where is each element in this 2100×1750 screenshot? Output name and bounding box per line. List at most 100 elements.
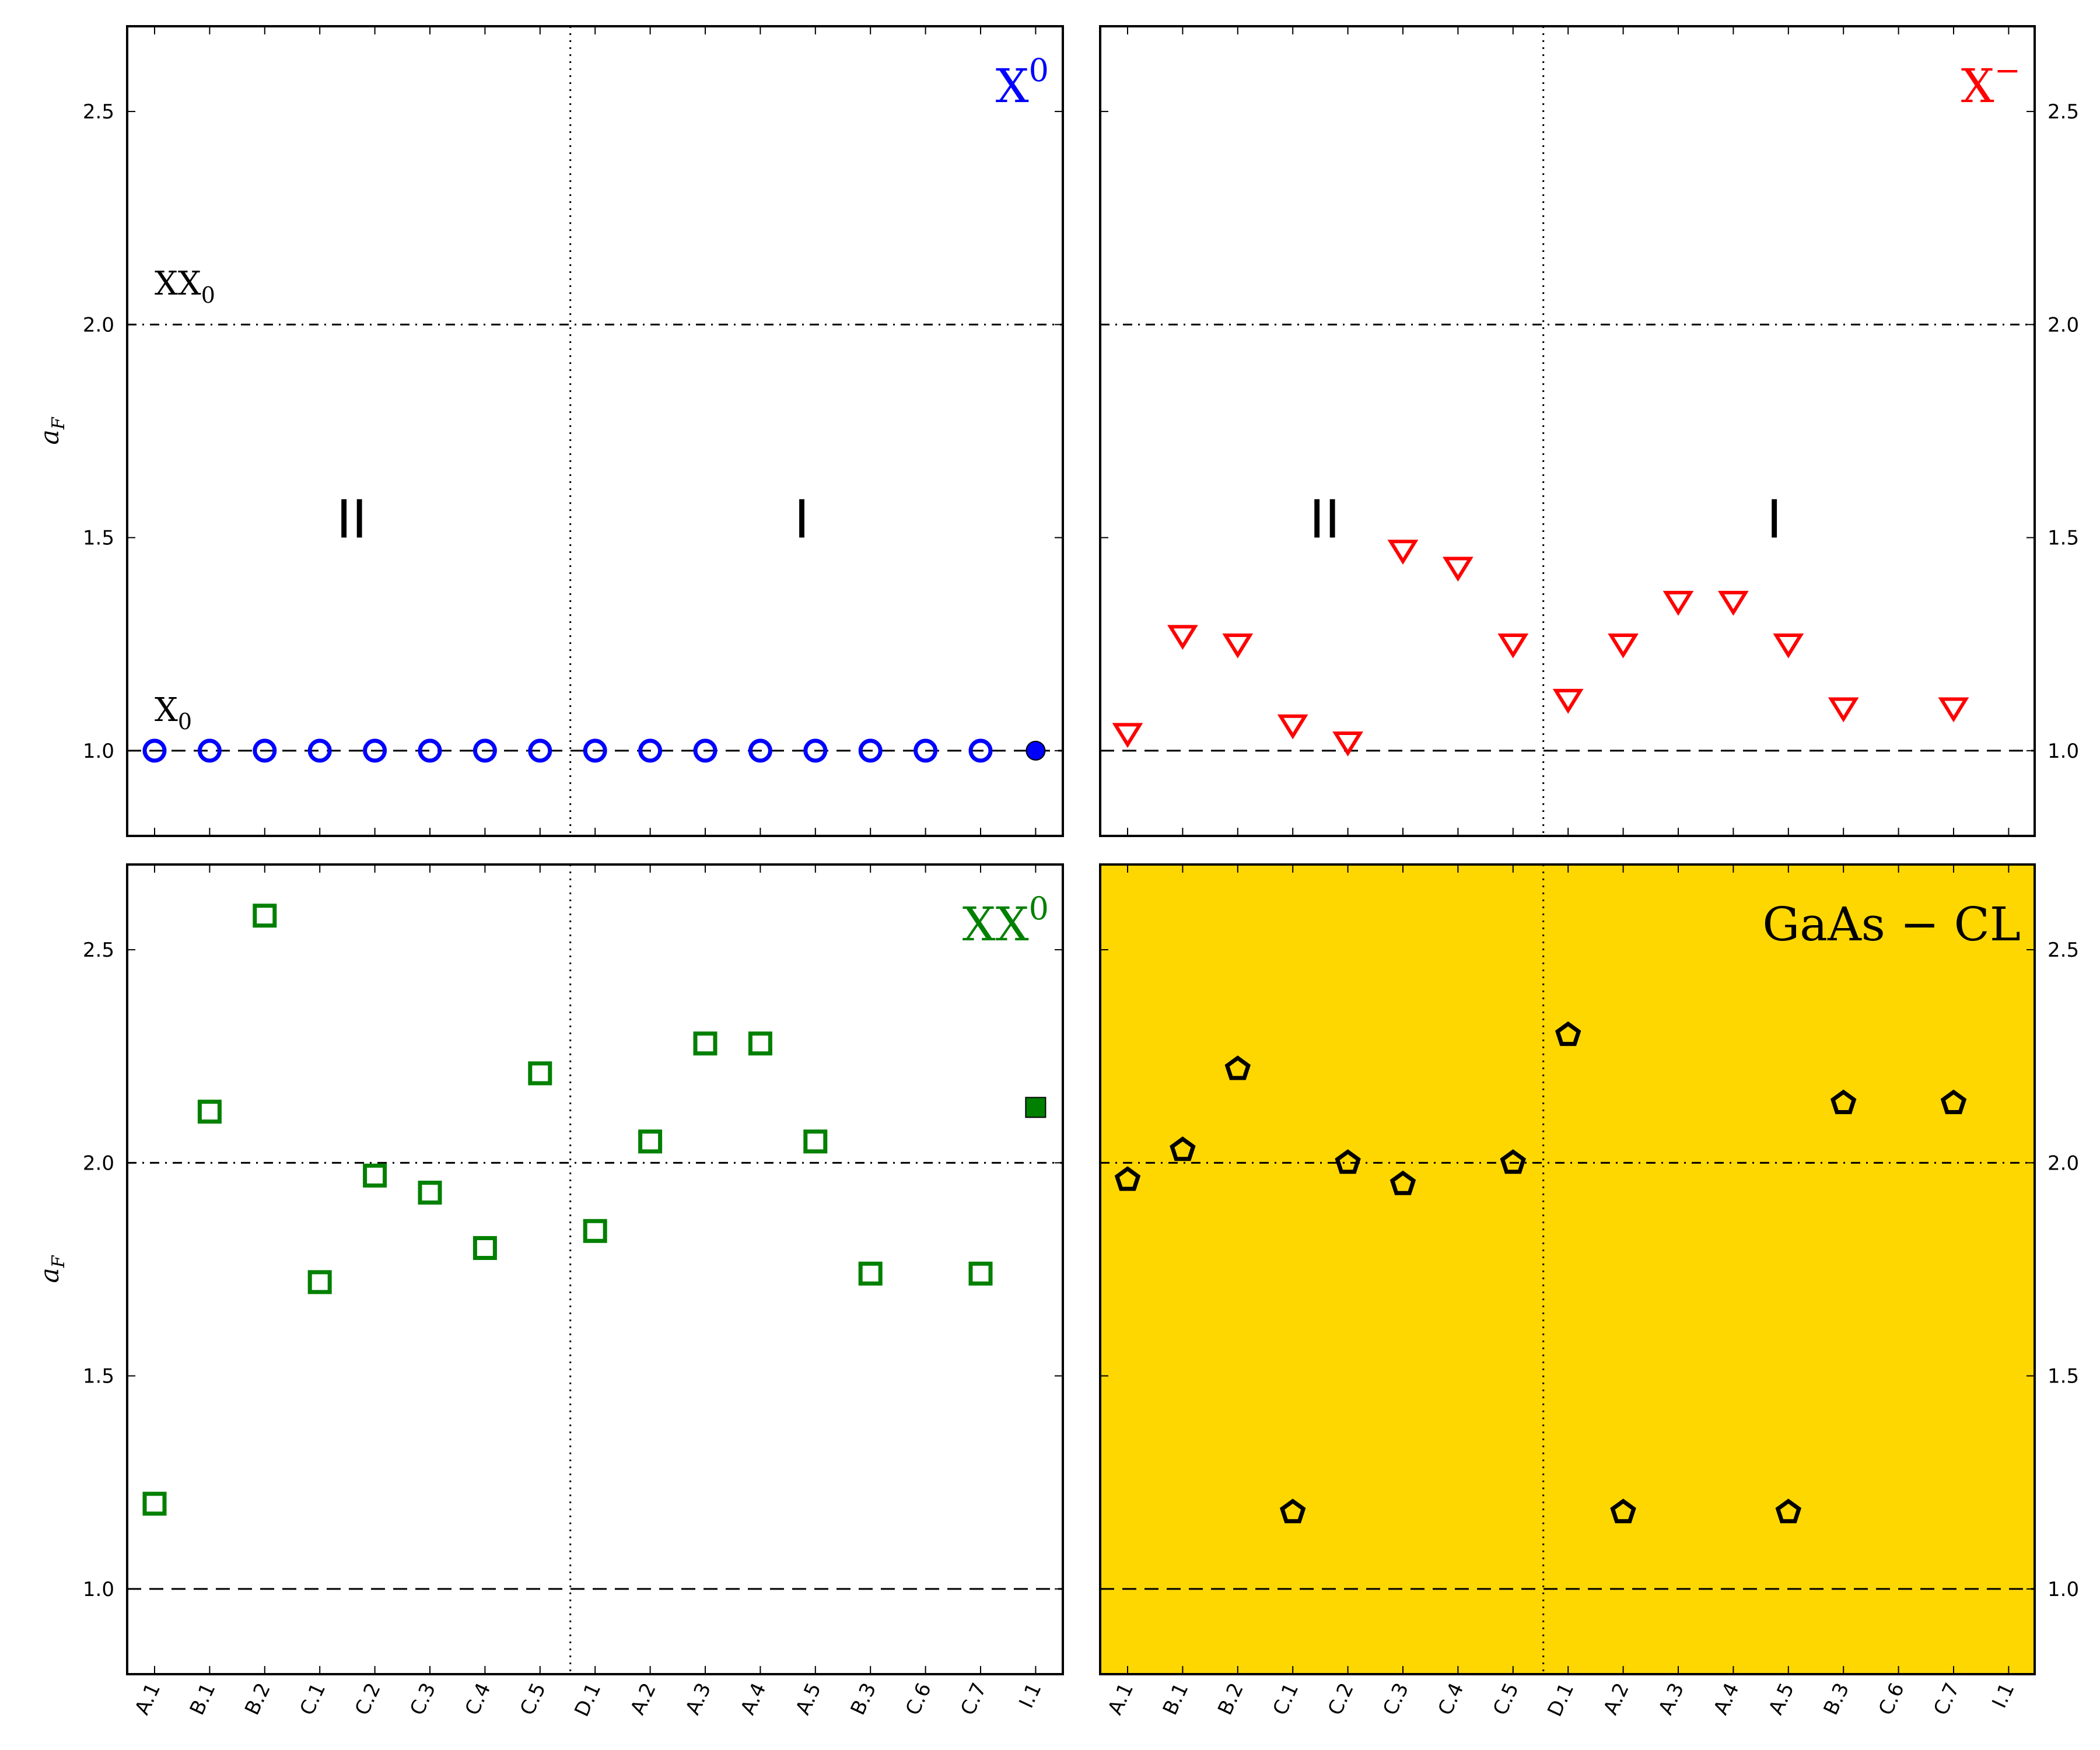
data-point [307, 738, 332, 763]
data-point [528, 738, 552, 763]
data-point [1718, 590, 1749, 616]
data-point [1224, 1055, 1251, 1080]
x-tick-label: C.4 [1434, 1679, 1469, 1719]
data-point [1497, 633, 1529, 659]
y-tick-label: 2.0 [83, 1152, 114, 1175]
y-tick-label: 2.5 [2048, 100, 2079, 124]
y-tick-label: 2.0 [2048, 313, 2079, 337]
data-point [1332, 731, 1363, 757]
data-point [1555, 1021, 1581, 1046]
data-point [363, 738, 387, 763]
x-tick-label: C.7 [1929, 1679, 1964, 1719]
data-point [1830, 1089, 1857, 1114]
region-label: I [1766, 489, 1782, 551]
x-tick-label: D.1 [1543, 1679, 1578, 1720]
y-axis-label: aF [35, 416, 69, 444]
data-point [1387, 540, 1419, 565]
x-tick-label: C.2 [1324, 1679, 1359, 1719]
x-tick-label: A.5 [1764, 1679, 1799, 1718]
x-tick-label: C.6 [1874, 1679, 1909, 1719]
plot-area [127, 864, 1063, 1674]
data-point [1025, 1097, 1046, 1118]
y-tick-label: 2.0 [2048, 1152, 2079, 1175]
data-point [693, 1031, 718, 1056]
x-tick-label: A.2 [626, 1679, 661, 1718]
data-point [253, 904, 277, 928]
panel-2: II I1.01.52.02.5X− [1099, 25, 2079, 837]
x-tick-label: D.1 [570, 1679, 606, 1720]
data-point [1277, 714, 1308, 740]
y-tick-label: 1.5 [2048, 527, 2079, 550]
data-point [748, 738, 772, 763]
data-point [1828, 697, 1859, 723]
x-tick-label: C.4 [461, 1679, 496, 1719]
region-label: II [1309, 489, 1340, 551]
y-tick-label: 1.5 [2048, 1365, 2079, 1388]
x-tick-label: C.5 [516, 1679, 551, 1719]
data-point [1940, 1089, 1967, 1114]
data-point [638, 738, 663, 763]
data-point [473, 738, 497, 763]
y-tick-label: 1.0 [2048, 1578, 2079, 1601]
data-point [363, 1163, 387, 1188]
x-tick-label: A.3 [1654, 1679, 1689, 1718]
data-point [1026, 740, 1046, 761]
x-tick-label: C.6 [901, 1679, 936, 1719]
x-tick-label: A.4 [736, 1679, 771, 1718]
data-point [858, 738, 883, 763]
data-point [473, 1236, 497, 1260]
y-tick-label: 2.0 [83, 313, 114, 337]
data-point [1114, 1166, 1141, 1191]
data-point [1500, 1149, 1527, 1174]
data-point [1335, 1149, 1361, 1174]
data-point [1610, 1499, 1636, 1524]
x-tick-label: C.3 [405, 1679, 440, 1719]
y-tick-label: 1.0 [2048, 740, 2079, 763]
data-point [1773, 633, 1804, 659]
data-point [1443, 556, 1474, 582]
data-point [1167, 625, 1198, 650]
x-tick-label: B.2 [1213, 1679, 1248, 1718]
data-point [803, 738, 828, 763]
x-tick-label: C.1 [1268, 1679, 1303, 1719]
data-point [142, 1492, 167, 1516]
y-tick-label: 2.5 [83, 100, 114, 124]
data-point [1938, 697, 1969, 723]
x-tick-label: B.3 [1819, 1679, 1854, 1718]
y-tick-label: 2.5 [2048, 939, 2079, 962]
data-point [1279, 1499, 1306, 1524]
data-point [638, 1129, 663, 1154]
data-point [1775, 1499, 1802, 1524]
data-point [1222, 633, 1254, 659]
x-tick-label: A.4 [1709, 1679, 1744, 1718]
x-tick-label: C.5 [1489, 1679, 1524, 1719]
data-point [418, 738, 442, 763]
data-point [968, 1261, 993, 1286]
panel-label: GaAs − CL [1762, 897, 2021, 951]
data-point [583, 738, 607, 763]
x-tick-label: A.5 [791, 1679, 826, 1718]
x-tick-label: A.3 [681, 1679, 716, 1718]
y-tick-label: 1.5 [83, 527, 114, 550]
x-tick-label: A.2 [1599, 1679, 1634, 1718]
data-point [528, 1061, 552, 1086]
plot-area [127, 26, 1063, 836]
axes-frame [126, 25, 1064, 837]
y-tick-label: 2.5 [83, 939, 114, 962]
x-tick-label: B.1 [1158, 1679, 1194, 1718]
x-tick-label: I.1 [1014, 1679, 1046, 1712]
x-tick-label: A.1 [1104, 1679, 1139, 1718]
plot-area [1100, 26, 2035, 836]
data-point [253, 738, 277, 763]
data-point [418, 1181, 442, 1205]
data-point [748, 1031, 772, 1056]
x-tick-label: B.3 [846, 1679, 881, 1718]
y-tick-label: 1.0 [83, 740, 114, 763]
panel-3: A.1 B.1 B.2 C.1 C.2 C.3 C.4 C.5 D.1 A.2 A.3 A.4 A.5 B… [35, 863, 1064, 1720]
data-point [1552, 688, 1584, 714]
x-tick-label: C.7 [956, 1679, 991, 1719]
axes-frame [1099, 25, 2036, 837]
axes-frame [126, 863, 1064, 1675]
